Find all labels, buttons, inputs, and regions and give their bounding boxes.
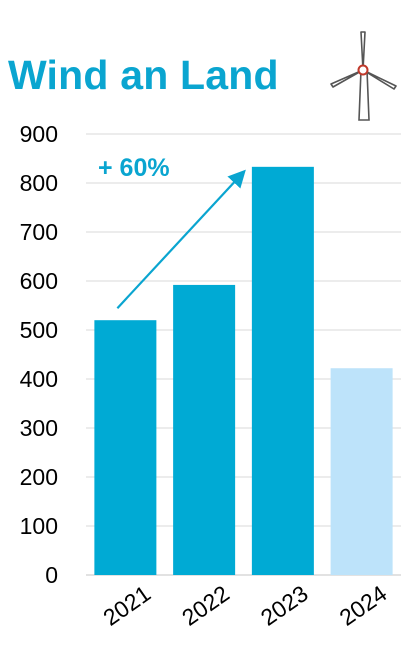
y-tick-label-400: 400 (20, 366, 58, 392)
y-tick-label-200: 200 (20, 464, 58, 490)
x-tick-label-2021: 2021 (98, 580, 155, 631)
y-tick-label-0: 0 (45, 562, 58, 588)
wind-turbine-icon (330, 31, 397, 121)
y-tick-label-100: 100 (20, 513, 58, 539)
x-tick-label-2024: 2024 (335, 580, 392, 631)
x-axis-ticks: 2021 2022 2023 2024 (98, 580, 391, 631)
bar-2021 (94, 320, 157, 575)
y-tick-label-500: 500 (20, 317, 58, 343)
bars (94, 166, 393, 575)
x-tick-label-2023: 2023 (256, 580, 313, 631)
bar-2022 (173, 284, 236, 575)
y-tick-label-600: 600 (20, 268, 58, 294)
y-tick-label-300: 300 (20, 415, 58, 441)
y-axis-ticks: 0 100 200 300 400 500 600 700 800 900 (20, 121, 58, 588)
y-tick-label-700: 700 (20, 219, 58, 245)
y-tick-label-900: 900 (20, 121, 58, 147)
x-tick-label-2022: 2022 (177, 580, 234, 631)
chart-title: Wind an Land (8, 52, 279, 98)
growth-annotation: + 60% (98, 154, 246, 309)
y-tick-label-800: 800 (20, 170, 58, 196)
bar-2024 (330, 368, 393, 575)
growth-arrow (116, 169, 246, 309)
bar-2023 (251, 166, 314, 575)
growth-label: + 60% (98, 154, 170, 182)
